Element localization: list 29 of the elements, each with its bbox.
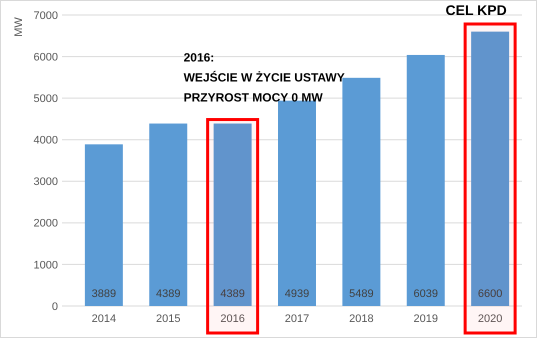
data-label: 4939 (284, 288, 310, 300)
bar (149, 124, 188, 306)
band-label: CEL KPD (446, 2, 507, 18)
y-tick-label: 7000 (34, 10, 58, 22)
x-tick-label: 2019 (414, 313, 438, 325)
bar (84, 144, 123, 306)
x-tick-label: 2017 (284, 313, 310, 325)
y-tick-label: 1000 (34, 259, 58, 272)
y-tick-label: 2000 (34, 218, 58, 230)
y-tick-label: 3000 (34, 176, 58, 188)
data-label: 4389 (156, 288, 180, 300)
data-label: 3889 (92, 288, 116, 300)
x-tick-label: 2015 (156, 313, 180, 325)
x-tick-label: 2018 (349, 313, 374, 325)
data-label: 6600 (478, 288, 502, 300)
data-label: 5489 (349, 288, 374, 300)
x-tick-label: 2020 (478, 313, 502, 325)
y-tick-label: 6000 (34, 51, 58, 64)
x-tick-label: 2014 (92, 313, 116, 325)
y-tick-label: 0 (52, 300, 58, 313)
data-label: 6039 (414, 288, 438, 300)
y-axis-title: MW (13, 16, 25, 37)
data-label: 4389 (220, 288, 245, 300)
x-tick-label: 2016 (220, 313, 245, 325)
bar (278, 100, 316, 306)
band-label: 2016: WEJŚCIE W ŻYCIE USTAWY PRZYROST MOCY 0 MW (184, 50, 345, 105)
bar (406, 54, 445, 306)
y-tick-label: 4000 (34, 134, 58, 147)
y-tick-label: 5000 (34, 92, 58, 105)
